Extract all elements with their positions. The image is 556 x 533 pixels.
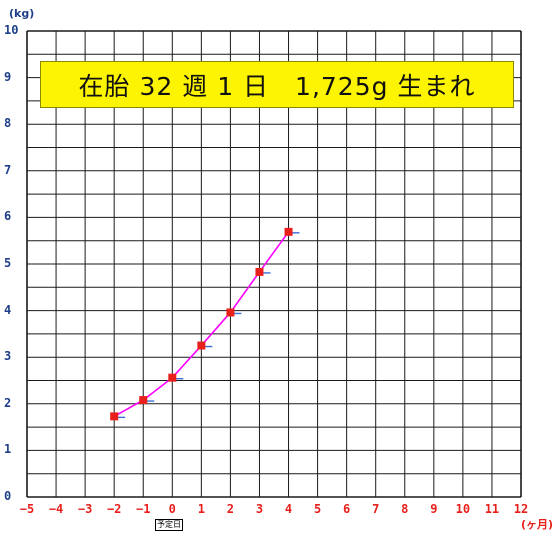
- y-tick-label: 4: [4, 302, 12, 317]
- x-tick-label: 2: [226, 502, 235, 516]
- birth-info-banner: 在胎 32 週 1 日 1,725g 生まれ: [40, 61, 514, 108]
- x-tick-label: 12: [513, 502, 529, 516]
- y-tick-label: 10: [4, 23, 19, 37]
- data-point: [139, 396, 148, 405]
- y-tick-label: 2: [4, 395, 12, 410]
- y-tick-label: 9: [4, 69, 12, 84]
- x-tick-label: −3: [77, 502, 93, 516]
- y-tick-label: 6: [4, 209, 12, 224]
- y-tick-label: 3: [4, 349, 12, 364]
- x-tick-label: 9: [430, 502, 438, 516]
- x-tick-label: 1: [197, 502, 205, 516]
- x-tick-label: 8: [401, 502, 409, 516]
- data-point: [197, 341, 206, 350]
- x-tick-label: 10: [455, 502, 471, 516]
- y-axis-unit: (kg): [9, 7, 35, 20]
- x-tick-label: −1: [136, 502, 151, 516]
- data-point: [284, 227, 293, 236]
- y-tick-label: 5: [4, 256, 12, 270]
- data-point: [168, 373, 177, 382]
- x-axis-unit: (ヶ月): [521, 518, 554, 531]
- y-tick-label: 0: [4, 489, 12, 503]
- y-tick-label: 8: [4, 116, 12, 131]
- data-point: [110, 412, 119, 421]
- y-tick-label: 1: [4, 442, 12, 457]
- data-point: [255, 267, 264, 276]
- x-tick-label: 6: [343, 502, 351, 516]
- x-tick-label: 0: [168, 502, 176, 516]
- x-tick-label: −2: [106, 502, 122, 516]
- x-tick-label: 5: [313, 502, 322, 516]
- data-point: [226, 308, 235, 317]
- y-tick-label: 7: [4, 162, 12, 177]
- x-tick-label: 4: [284, 502, 293, 516]
- x-tick-label: 3: [255, 502, 264, 516]
- x-tick-label: −5: [19, 502, 35, 516]
- x-tick-label: 11: [484, 502, 500, 516]
- due-date-label: 予定日: [155, 519, 183, 531]
- x-tick-label: 7: [372, 502, 380, 516]
- birth-info-text: 在胎 32 週 1 日 1,725g 生まれ: [78, 71, 476, 101]
- x-tick-label: −4: [48, 502, 64, 516]
